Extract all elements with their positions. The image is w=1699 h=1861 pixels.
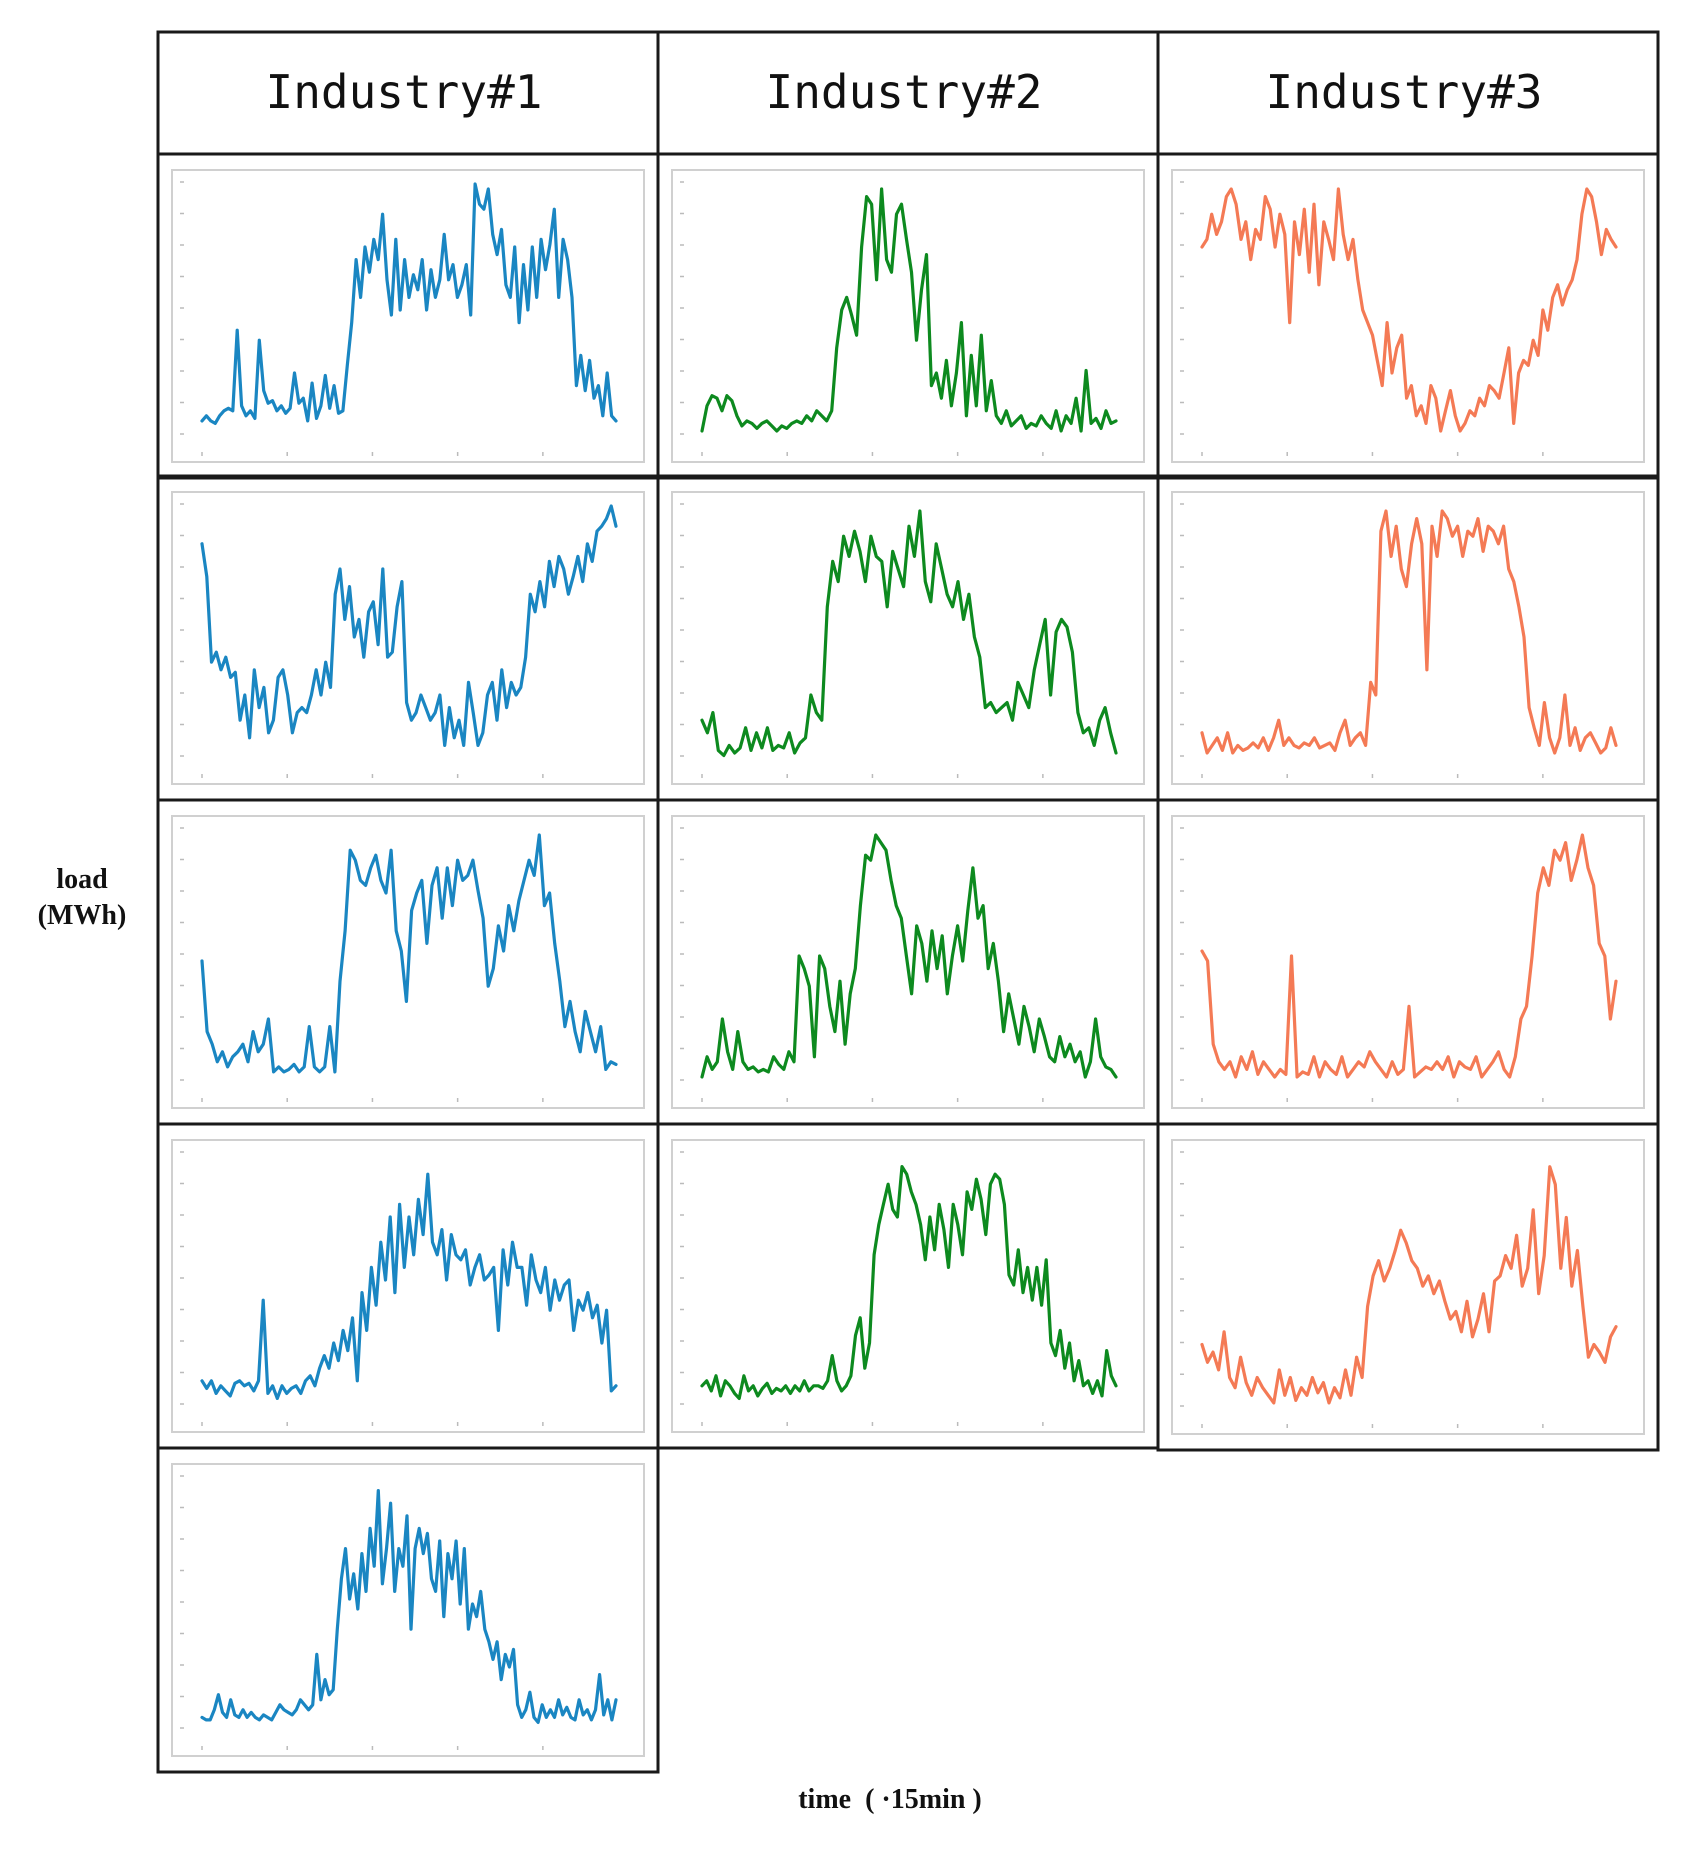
column-headers: Industry#1 Industry#2 Industry#3 <box>266 65 1543 119</box>
panel-frame-1-5 <box>156 1446 660 1774</box>
axis-ticks <box>180 827 544 1102</box>
load-series-line <box>700 833 1118 1079</box>
line-plots <box>171 169 1645 1757</box>
axis-ticks <box>180 503 544 778</box>
load-series-line <box>700 509 1118 758</box>
x-axis-label: time ( ·15min ) <box>798 1784 982 1815</box>
plot-area <box>171 1139 645 1433</box>
y-axis-label-line2: (MWh) <box>38 900 127 931</box>
axis-ticks <box>180 181 544 456</box>
line-chart-industry-2-panel-1 <box>671 169 1145 463</box>
y-axis-label-line1: load <box>56 864 108 895</box>
column-header-industry-2: Industry#2 <box>766 65 1043 119</box>
column-header-industry-3: Industry#3 <box>1266 65 1543 119</box>
line-chart-industry-2-panel-2 <box>671 491 1145 785</box>
line-chart-industry-1-panel-3 <box>171 815 645 1109</box>
line-chart-industry-3-panel-3 <box>1171 815 1645 1109</box>
load-series-line <box>700 1164 1118 1401</box>
plot-area <box>171 169 645 463</box>
axis-ticks <box>1180 827 1544 1102</box>
load-series-line <box>1200 187 1618 433</box>
axis-ticks <box>680 181 1044 456</box>
line-chart-industry-1-panel-4 <box>171 1139 645 1433</box>
axis-ticks <box>1180 181 1544 456</box>
plot-area <box>1171 169 1645 463</box>
load-series-line <box>200 182 618 425</box>
axis-ticks <box>680 503 1044 778</box>
load-series-line <box>200 1488 618 1725</box>
line-chart-industry-1-panel-1 <box>171 169 645 463</box>
axis-ticks <box>180 1151 544 1426</box>
line-chart-industry-2-panel-4 <box>671 1139 1145 1433</box>
line-chart-industry-1-panel-5 <box>171 1463 645 1757</box>
panel-frames <box>156 30 1660 1774</box>
axis-ticks <box>680 827 1044 1102</box>
line-chart-industry-3-panel-4 <box>1171 1139 1645 1435</box>
load-series-line <box>1200 833 1618 1079</box>
load-series-line <box>1200 509 1618 755</box>
panel-frame-3-4 <box>1156 1122 1660 1452</box>
line-chart-industry-2-panel-3 <box>671 815 1145 1109</box>
load-series-line <box>200 833 618 1074</box>
axis-ticks <box>1180 503 1544 778</box>
plot-area <box>671 169 1145 463</box>
line-chart-industry-1-panel-2 <box>171 491 645 785</box>
plot-area <box>171 491 645 785</box>
column-header-industry-1: Industry#1 <box>266 65 543 119</box>
load-series-line <box>200 504 618 748</box>
load-series-line <box>1200 1165 1618 1405</box>
axis-ticks <box>1180 1151 1544 1428</box>
panel-frame-3-1 <box>1156 152 1660 480</box>
plot-area <box>1171 1139 1645 1435</box>
line-chart-industry-3-panel-1 <box>1171 169 1645 463</box>
load-series-line <box>200 1172 618 1401</box>
axis-ticks <box>180 1475 544 1750</box>
axis-ticks <box>680 1151 1044 1426</box>
plot-area <box>1171 491 1645 785</box>
line-chart-industry-3-panel-2 <box>1171 491 1645 785</box>
load-series-line <box>700 187 1118 433</box>
plot-area <box>671 1139 1145 1433</box>
